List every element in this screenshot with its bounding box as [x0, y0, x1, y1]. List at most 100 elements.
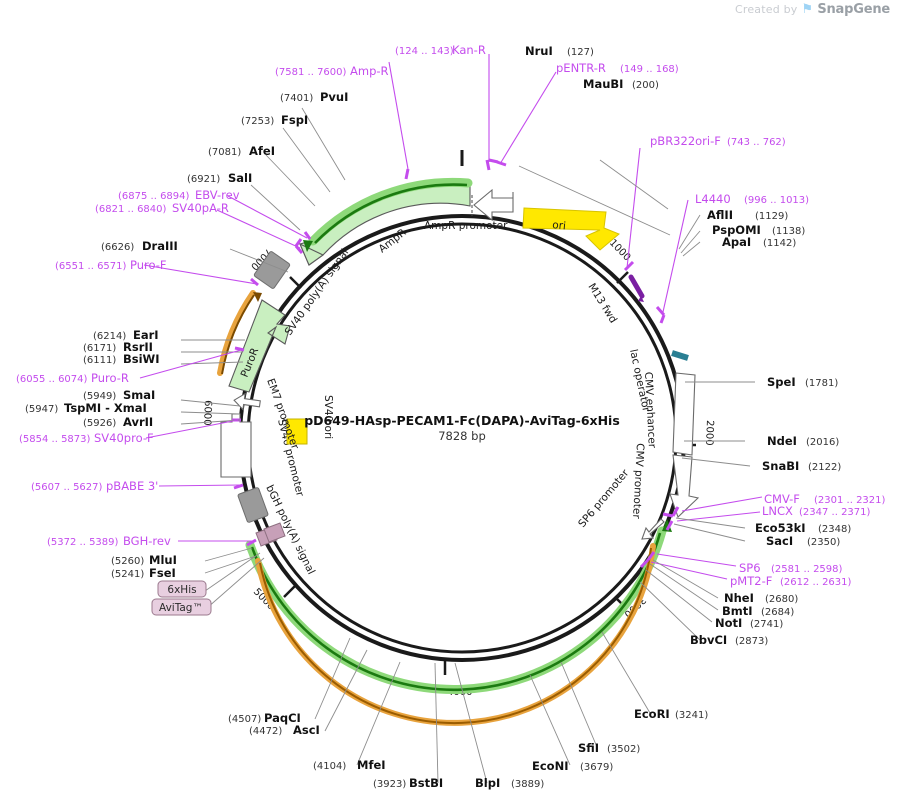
feature-puror[interactable]: PuroR: [228, 299, 291, 393]
feature-tag-marks[interactable]: [255, 522, 286, 547]
feature-insert-arc-green[interactable]: [245, 519, 672, 694]
enzyme-label-mfei[interactable]: (4104) MfeI: [313, 758, 386, 772]
tag-label: AviTag™: [159, 602, 203, 614]
primer-label-pmt2-f[interactable]: pMT2-F (2612 .. 2631): [730, 574, 852, 588]
primer-mark-ebvrev[interactable]: [303, 231, 312, 240]
primer-label-pbr322ori-f[interactable]: pBR322ori-F (743 .. 762): [650, 134, 786, 148]
primer-label-puro-r[interactable]: (6055 .. 6074) Puro-R: [16, 371, 129, 385]
primer-label-sv40pro-f[interactable]: (5854 .. 5873) SV40pro-F: [19, 431, 154, 445]
feature-ori[interactable]: ori: [522, 207, 620, 251]
feature-sv40-ori[interactable]: SV40 ori: [286, 395, 334, 445]
tag-badge-avitag[interactable]: AviTag™: [151, 598, 212, 616]
enzyme-label-fsei[interactable]: (5241) FseI: [111, 566, 176, 580]
enzyme-label-saci[interactable]: SacI (2350): [766, 534, 840, 548]
enzyme-label-nrui[interactable]: NruI (127): [525, 44, 594, 58]
enzyme-label-asci[interactable]: (4472) AscI: [249, 723, 320, 737]
primer-name: BGH-rev: [123, 534, 171, 548]
enzyme-name: EcoRI: [634, 707, 670, 721]
primer-label-ebv-rev[interactable]: (6875 .. 6894) EBV-rev: [118, 188, 240, 202]
primer-mark-l4440[interactable]: [655, 306, 666, 324]
enzyme-label-sfii[interactable]: SfiI (3502): [578, 741, 640, 755]
enzyme-label-fspi[interactable]: (7253) FspI: [241, 113, 308, 127]
enzyme-label-tspmi-xmai[interactable]: (5947) TspMI - XmaI: [25, 401, 147, 415]
enzyme-label-bbvci[interactable]: BbvCI (2873): [690, 633, 768, 647]
enzyme-label-blpi[interactable]: BlpI (3889): [475, 776, 544, 790]
feature-cmv-enhancer[interactable]: CMV enhancer: [642, 372, 696, 456]
enzyme-pos: (6921): [187, 174, 220, 185]
enzyme-pos: (7081): [208, 147, 241, 158]
enzyme-label-maubi[interactable]: MauBI (200): [583, 77, 659, 91]
primer-label-puro-f[interactable]: (6551 .. 6571) Puro-F: [55, 258, 167, 272]
enzyme-label-bstbi[interactable]: (3923) BstBI: [373, 776, 443, 790]
primer-label-sp6[interactable]: SP6 (2581 .. 2598): [739, 561, 843, 575]
primer-mark-puror[interactable]: [234, 346, 245, 352]
enzyme-pos: (4104): [313, 761, 346, 772]
primer-mark-ampr[interactable]: [404, 168, 410, 180]
enzyme-pos: (2873): [735, 636, 768, 647]
tag-label: 6xHis: [167, 584, 196, 596]
feature-insert-arc-orange[interactable]: [255, 543, 656, 726]
enzyme-label-bsiwi[interactable]: (6111) BsiWI: [83, 352, 160, 366]
enzyme-label-eari[interactable]: (6214) EarI: [93, 328, 159, 342]
enzyme-pos: (2350): [807, 537, 840, 548]
primer-mark-pbr322[interactable]: [623, 260, 635, 272]
primer-label-lncx[interactable]: LNCX (2347 .. 2371): [762, 504, 871, 518]
feature-ampr-arc[interactable]: [303, 177, 473, 252]
primer-mark-pmt2f[interactable]: [639, 558, 650, 569]
primer-mark-pbabe3[interactable]: [233, 483, 244, 490]
enzyme-label-pvui[interactable]: (7401) PvuI: [280, 90, 348, 104]
enzyme-label-draiii[interactable]: (6626) DraIII: [101, 239, 178, 253]
enzyme-label-ecori[interactable]: EcoRI (3241): [634, 707, 708, 721]
enzyme-label-apai[interactable]: ApaI (1142): [722, 235, 796, 249]
enzyme-label-noti[interactable]: NotI (2741): [715, 616, 783, 630]
enzyme-label-paqci[interactable]: (4507) PaqCI: [228, 711, 301, 725]
enzyme-label-mlui[interactable]: (5260) MluI: [111, 553, 177, 567]
enzyme-pos: (1142): [763, 238, 796, 249]
feature-puro-arc-orange[interactable]: [217, 290, 262, 376]
primer-label-sv40pa-r[interactable]: (6821 .. 6840) SV40pA-R: [95, 201, 229, 215]
enzyme-label-snabi[interactable]: SnaBI (2122): [762, 459, 841, 473]
primer-label-cmv-f[interactable]: CMV-F (2301 .. 2321): [764, 492, 886, 506]
enzyme-label-avrii[interactable]: (5926) AvrII: [83, 415, 153, 429]
primer-label-amp-r[interactable]: (7581 .. 7600) Amp-R: [275, 64, 389, 78]
primer-label-pbabe3[interactable]: (5607 .. 5627) pBABE 3': [31, 479, 158, 493]
enzyme-label-rsrii[interactable]: (6171) RsrII: [83, 340, 153, 354]
feature-label-cmv-promoter: CMV promoter: [630, 443, 646, 520]
enzyme-pos: (6171): [83, 343, 116, 354]
primer-mark-pentrr[interactable]: [496, 160, 507, 167]
primer-label-bgh-rev[interactable]: (5372 .. 5389) BGH-rev: [47, 534, 171, 548]
primer-label-kanr[interactable]: (124 .. 143) Kan-R: [395, 43, 486, 57]
enzyme-pos: (2680): [765, 594, 798, 605]
enzyme-label-smai[interactable]: (5949) SmaI: [83, 388, 155, 402]
feature-ampr-promoter[interactable]: AmpR promoter: [424, 188, 514, 232]
primer-mark-lncx[interactable]: [665, 520, 674, 531]
enzyme-label-econi[interactable]: EcoNI (3679): [532, 759, 613, 773]
primer-label-l4440[interactable]: L4440 (996 .. 1013): [695, 192, 809, 206]
enzyme-label-sali[interactable]: (6921) SalI: [187, 171, 252, 185]
enzyme-name: FseI: [149, 566, 176, 580]
enzyme-label-ndei[interactable]: NdeI (2016): [767, 434, 839, 448]
primer-mark-cmvf[interactable]: [662, 506, 680, 518]
enzyme-label-nhei[interactable]: NheI (2680): [724, 591, 798, 605]
enzyme-label-spei[interactable]: SpeI (1781): [767, 375, 838, 389]
enzyme-pos: (3502): [607, 744, 640, 755]
primer-mark-sp6[interactable]: [646, 551, 656, 561]
enzyme-name: AfeI: [249, 144, 275, 158]
enzyme-label-aflii[interactable]: AflII (1129): [707, 208, 788, 222]
enzyme-label-afei[interactable]: (7081) AfeI: [208, 144, 275, 158]
enzyme-name: AvrII: [123, 415, 153, 429]
enzyme-label-pspomi[interactable]: PspOMI (1138): [712, 223, 805, 237]
enzyme-label-bmti[interactable]: BmtI (2684): [722, 604, 794, 618]
primer-mark-kanr[interactable]: [485, 158, 499, 171]
enzyme-name: SnaBI: [762, 459, 799, 473]
tag-badge-6xhis[interactable]: 6xHis: [157, 580, 207, 598]
watermark-brand: SnapGene: [817, 2, 890, 17]
enzyme-label-eco53ki[interactable]: Eco53kI (2348): [755, 521, 851, 535]
primer-mark-bghrev[interactable]: [246, 538, 257, 547]
enzyme-pos: (1138): [772, 226, 805, 237]
primer-label-pentrr[interactable]: pENTR-R (149 .. 168): [556, 61, 679, 75]
feature-sp6-promoter[interactable]: SP6 promoter: [576, 467, 665, 540]
feature-cmv-promoter[interactable]: CMV promoter: [630, 443, 700, 520]
primer-name: CMV-F: [764, 492, 800, 506]
